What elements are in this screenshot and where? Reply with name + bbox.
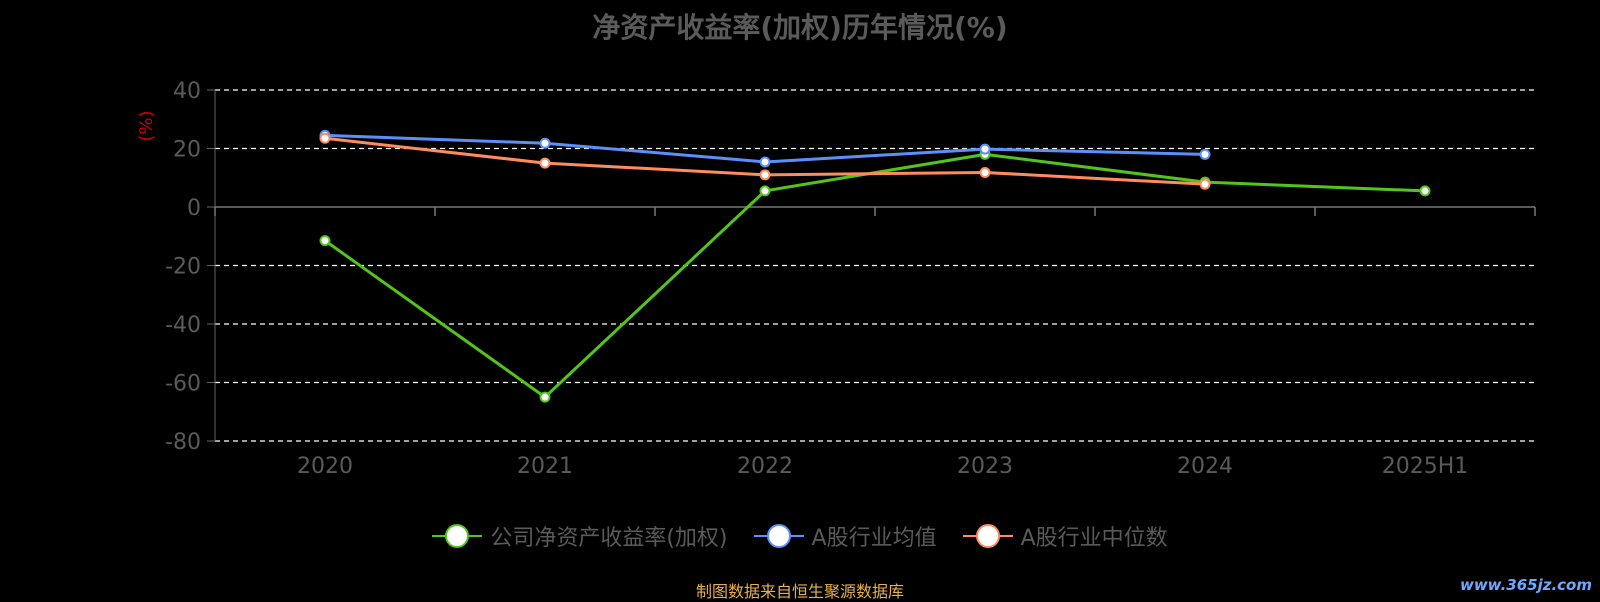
y-tick-label: -80 — [165, 430, 201, 455]
chart-title: 净资产收益率(加权)历年情况(%) — [592, 11, 1008, 44]
y-tick-label: -40 — [165, 313, 201, 338]
data-point[interactable] — [319, 132, 331, 144]
legend-label: A股行业均值 — [811, 526, 937, 551]
data-point[interactable] — [319, 235, 331, 247]
legend-marker-blue — [753, 524, 804, 548]
data-point[interactable] — [759, 169, 771, 181]
data-point[interactable] — [979, 166, 991, 178]
x-tick-label: 2023 — [957, 454, 1013, 479]
data-point[interactable] — [539, 391, 551, 403]
chart-legend: 公司净资产收益率(加权) A股行业均值 A股行业中位数 — [0, 520, 1600, 552]
y-tick-label: -20 — [165, 255, 201, 280]
legend-marker-green — [432, 524, 483, 548]
y-tick-label: -60 — [165, 372, 201, 397]
x-tick-label: 2024 — [1177, 454, 1233, 479]
legend-marker-orange — [962, 524, 1013, 548]
legend-label: A股行业中位数 — [1020, 526, 1168, 551]
source-note: 制图数据来自恒生聚源数据库 — [695, 582, 904, 601]
data-point[interactable] — [1199, 178, 1211, 190]
x-tick-label: 2022 — [737, 454, 793, 479]
y-tick-label: 20 — [173, 138, 201, 163]
legend-item-industry-mean[interactable]: A股行业均值 — [753, 520, 937, 552]
grid-layer — [215, 89, 1535, 442]
y-axis-label: (%) — [136, 110, 157, 141]
x-tick-label: 2025H1 — [1382, 454, 1469, 479]
legend-item-company-roe[interactable]: 公司净资产收益率(加权) — [432, 520, 728, 552]
data-point[interactable] — [539, 137, 551, 149]
data-point[interactable] — [539, 157, 551, 169]
y-tick-label: 0 — [187, 196, 201, 221]
watermark: www.365jz.com — [1459, 576, 1592, 594]
data-point[interactable] — [759, 156, 771, 168]
legend-label: 公司净资产收益率(加权) — [490, 526, 728, 551]
y-tick-label: 40 — [173, 79, 201, 104]
legend-item-industry-median[interactable]: A股行业中位数 — [962, 520, 1168, 552]
data-point[interactable] — [1199, 148, 1211, 160]
x-tick-label: 2021 — [517, 454, 573, 479]
series-layer — [319, 129, 1431, 403]
x-tick-label: 2020 — [297, 454, 353, 479]
series-line-0 — [324, 152, 1426, 399]
data-point[interactable] — [759, 185, 771, 197]
data-point[interactable] — [979, 143, 991, 155]
axis-layer: 40 20 0 -20 -40 -60 -80 2020 2021 2022 2023 2024 202… — [165, 79, 1536, 479]
data-point[interactable] — [1419, 185, 1431, 197]
